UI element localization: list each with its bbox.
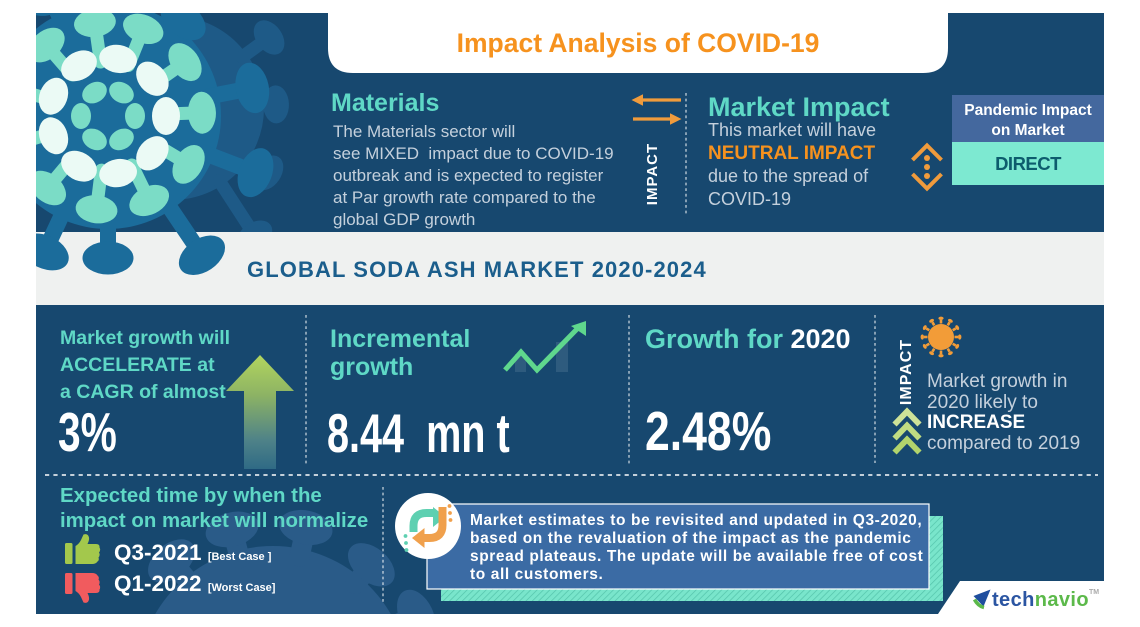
svg-text:IMPACT: IMPACT bbox=[644, 143, 661, 205]
svg-text:IMPACT: IMPACT bbox=[898, 339, 915, 405]
